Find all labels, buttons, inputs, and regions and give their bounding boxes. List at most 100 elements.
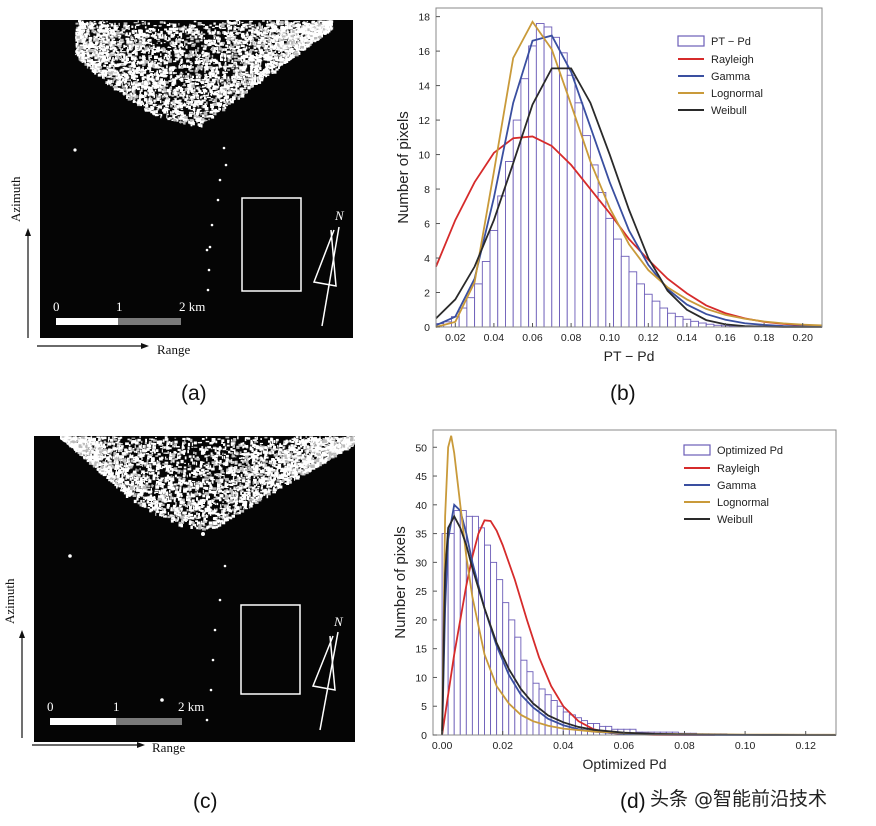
x-tick-label: 0.08 — [674, 740, 695, 752]
y-tick-label: 40 — [415, 500, 427, 512]
y-tick-label: 8 — [424, 184, 430, 196]
land-texture-c — [60, 436, 355, 531]
x-axis-label: PT − Pd — [604, 348, 655, 364]
x-tick-label: 0.00 — [432, 740, 453, 752]
y-tick-label: 45 — [415, 471, 427, 483]
y-tick-label: 14 — [418, 81, 430, 93]
histogram-bar — [559, 52, 568, 328]
x-tick-label: 0.08 — [561, 332, 582, 344]
x-tick-label: 0.16 — [715, 332, 736, 344]
sar-image-a: N 0 1 2 km — [40, 20, 353, 338]
legend-label-lognormal: Lognormal — [717, 497, 769, 509]
histogram-bars — [441, 510, 831, 736]
histogram-bar — [659, 307, 669, 328]
y-tick-label: 15 — [415, 644, 427, 656]
y-tick-label: 16 — [418, 46, 430, 58]
x-tick-label: 0.02 — [492, 740, 513, 752]
y-tick-label: 35 — [415, 529, 427, 541]
y-tick-label: 0 — [421, 730, 427, 742]
selection-box-c — [240, 604, 301, 695]
azimuth-axis-c: Azimuth — [2, 578, 25, 738]
histogram-bar — [466, 297, 476, 328]
histogram-bar — [520, 78, 530, 328]
y-tick-label: 5 — [421, 701, 427, 713]
y-tick-label: 10 — [418, 150, 430, 162]
histogram-bar — [489, 229, 499, 328]
azimuth-axis-a: Azimuth — [8, 176, 31, 338]
histogram-bar — [605, 217, 615, 328]
range-axis-c: Range — [32, 740, 185, 755]
legend-label-histogram: Optimized Pd — [717, 445, 783, 457]
y-tick-label: 4 — [424, 253, 430, 265]
y-axis-label: Number of pixels — [395, 111, 412, 224]
legend-label-weibull: Weibull — [711, 105, 747, 117]
legend-label-histogram: PT − Pd — [711, 36, 751, 48]
histogram-bar — [667, 312, 676, 328]
sar-image-c: N 0 1 2 km — [34, 436, 355, 742]
y-tick-label: 50 — [415, 442, 427, 454]
legend-swatch-histogram — [683, 444, 711, 456]
histogram-bars — [435, 23, 769, 328]
curve-gamma — [435, 34, 823, 328]
curve-lognormal — [435, 20, 823, 328]
legend-label-rayleigh: Rayleigh — [717, 463, 760, 475]
scale-bar-c: 0 1 2 km — [47, 699, 204, 725]
azimuth-label-a: Azimuth — [8, 176, 23, 222]
histogram-bar — [528, 45, 537, 328]
legend: PT − Pd Rayleigh Gamma Lognormal Weibull — [677, 35, 763, 117]
scale-tick-2-a: 2 km — [179, 299, 205, 314]
scale-bar-a: 0 1 2 km — [53, 299, 205, 325]
histogram-bar — [447, 533, 455, 736]
watermark: 头条 @智能前沿技术 — [650, 788, 828, 810]
histogram-bar — [651, 300, 661, 328]
range-axis-a: Range — [37, 342, 190, 357]
y-tick-label: 18 — [418, 12, 430, 24]
range-label-c: Range — [152, 740, 185, 755]
panel-label-a: (a) — [181, 382, 207, 405]
y-tick-label: 30 — [415, 557, 427, 569]
north-label-c: N — [333, 614, 344, 629]
histogram-bar — [582, 135, 591, 328]
histogram-bar — [481, 261, 491, 328]
histogram-bar — [698, 322, 707, 328]
plot-frame — [435, 7, 823, 328]
scale-tick-1-a: 1 — [116, 299, 123, 314]
x-tick-label: 0.10 — [735, 740, 756, 752]
x-tick-label: 0.06 — [614, 740, 635, 752]
y-tick-label: 25 — [415, 586, 427, 598]
x-tick-label: 0.02 — [445, 332, 466, 344]
north-arrow-c: N — [311, 614, 344, 731]
scale-tick-2-c: 2 km — [178, 699, 204, 714]
scale-tick-0-a: 0 — [53, 299, 60, 314]
panel-label-b: (b) — [610, 382, 636, 405]
histogram-bar — [497, 195, 506, 328]
x-axis-label: Optimized Pd — [582, 756, 666, 772]
histogram-bar — [690, 320, 699, 328]
x-tick-label: 0.18 — [754, 332, 775, 344]
histogram-bar — [643, 293, 653, 328]
histogram-bar — [674, 316, 684, 328]
histogram-chart-b: 0.02 0.04 0.06 0.08 0.10 0.12 0.14 0.16 0.18 0.20… — [395, 7, 823, 364]
range-label-a: Range — [157, 342, 190, 357]
selection-box-a — [241, 197, 302, 292]
y-tick-label: 10 — [415, 672, 427, 684]
histogram-bar — [474, 283, 483, 328]
y-tick-label: 6 — [424, 219, 430, 231]
y-tick-label: 2 — [424, 288, 430, 300]
histogram-bar — [490, 561, 498, 736]
speckle-a — [73, 118, 228, 292]
legend-label-gamma: Gamma — [717, 480, 757, 492]
azimuth-label-c: Azimuth — [2, 578, 17, 624]
histogram-bar — [551, 36, 560, 328]
y-tick-label: 12 — [418, 115, 430, 127]
histogram-bar — [484, 544, 492, 736]
y-axis-label: Number of pixels — [392, 526, 409, 639]
legend: Optimized Pd Rayleigh Gamma Lognormal Weibul… — [683, 444, 783, 526]
histogram-bar — [620, 255, 630, 328]
legend-label-rayleigh: Rayleigh — [711, 54, 754, 66]
legend-label-weibull: Weibull — [717, 514, 753, 526]
x-tick-label: 0.04 — [553, 740, 574, 752]
histogram-bar — [535, 23, 545, 328]
curve-weibull — [435, 67, 822, 328]
